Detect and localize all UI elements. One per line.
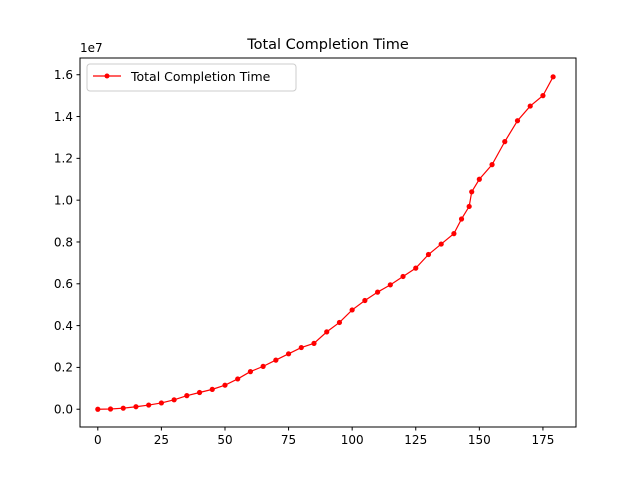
data-point bbox=[209, 386, 215, 392]
data-point bbox=[489, 162, 495, 168]
y-axis: 0.0 0.2 0.4 0.6 0.8 1.0 1.2 1.4 1.6 bbox=[54, 68, 80, 417]
data-point bbox=[158, 400, 164, 406]
x-tick-label: 0 bbox=[94, 433, 102, 447]
legend-box bbox=[86, 63, 297, 92]
y-tick-label: 1.6 bbox=[54, 68, 73, 82]
data-point bbox=[273, 357, 279, 363]
data-point bbox=[311, 340, 317, 346]
data-point bbox=[476, 176, 482, 182]
data-point bbox=[133, 404, 139, 410]
legend-marker-sample bbox=[104, 73, 110, 79]
x-tick-label: 50 bbox=[217, 433, 232, 447]
data-point bbox=[298, 344, 304, 351]
data-point bbox=[222, 382, 228, 388]
y-tick-label: 0.8 bbox=[54, 235, 73, 249]
x-tick-label: 100 bbox=[341, 433, 364, 447]
data-point bbox=[425, 251, 432, 258]
data-point bbox=[171, 397, 177, 403]
data-point bbox=[502, 139, 508, 145]
x-tick-label: 25 bbox=[154, 433, 169, 447]
chart-title: Total Completion Time bbox=[246, 37, 409, 53]
data-point bbox=[285, 351, 292, 357]
data-point bbox=[451, 231, 457, 237]
data-point bbox=[107, 406, 114, 412]
data-point bbox=[146, 402, 152, 408]
data-point bbox=[438, 241, 444, 247]
y-tick-label: 1.0 bbox=[54, 193, 73, 207]
y-tick-label: 0.2 bbox=[54, 361, 73, 375]
data-point bbox=[260, 363, 266, 369]
data-point bbox=[514, 118, 521, 124]
x-tick-label: 175 bbox=[531, 433, 554, 447]
y-tick-label: 1.4 bbox=[54, 110, 73, 124]
data-point bbox=[400, 273, 406, 280]
y-axis-offset-label: 1e7 bbox=[80, 41, 103, 55]
data-point bbox=[458, 216, 465, 222]
plot-frame bbox=[79, 57, 577, 428]
data-point bbox=[120, 405, 126, 411]
data-point bbox=[550, 74, 556, 80]
data-point bbox=[349, 307, 355, 313]
legend: Total Completion Time bbox=[86, 63, 297, 92]
y-tick-label: 0.4 bbox=[54, 319, 73, 333]
y-tick-label: 0.0 bbox=[54, 403, 73, 417]
data-point bbox=[336, 319, 343, 326]
legend-label: Total Completion Time bbox=[130, 69, 271, 84]
data-point bbox=[247, 369, 254, 375]
data-point bbox=[184, 393, 190, 399]
y-tick-label: 1.2 bbox=[54, 152, 73, 166]
x-axis: 0 25 50 75 100 125 150 175 bbox=[94, 427, 554, 447]
data-point bbox=[324, 329, 330, 335]
data-point bbox=[527, 103, 533, 109]
data-point bbox=[413, 265, 419, 271]
series-line bbox=[97, 76, 554, 410]
data-point bbox=[362, 297, 368, 304]
data-point bbox=[196, 389, 203, 396]
data-point bbox=[387, 282, 393, 288]
plot-area bbox=[95, 74, 556, 412]
data-point bbox=[95, 406, 101, 412]
data-point bbox=[469, 189, 475, 195]
x-tick-label: 75 bbox=[281, 433, 296, 447]
data-point bbox=[235, 376, 241, 382]
data-point bbox=[375, 289, 381, 295]
y-tick-label: 0.6 bbox=[54, 277, 73, 291]
x-tick-label: 125 bbox=[404, 433, 427, 447]
data-point bbox=[466, 203, 472, 210]
x-tick-label: 150 bbox=[468, 433, 491, 447]
data-point bbox=[540, 93, 546, 99]
